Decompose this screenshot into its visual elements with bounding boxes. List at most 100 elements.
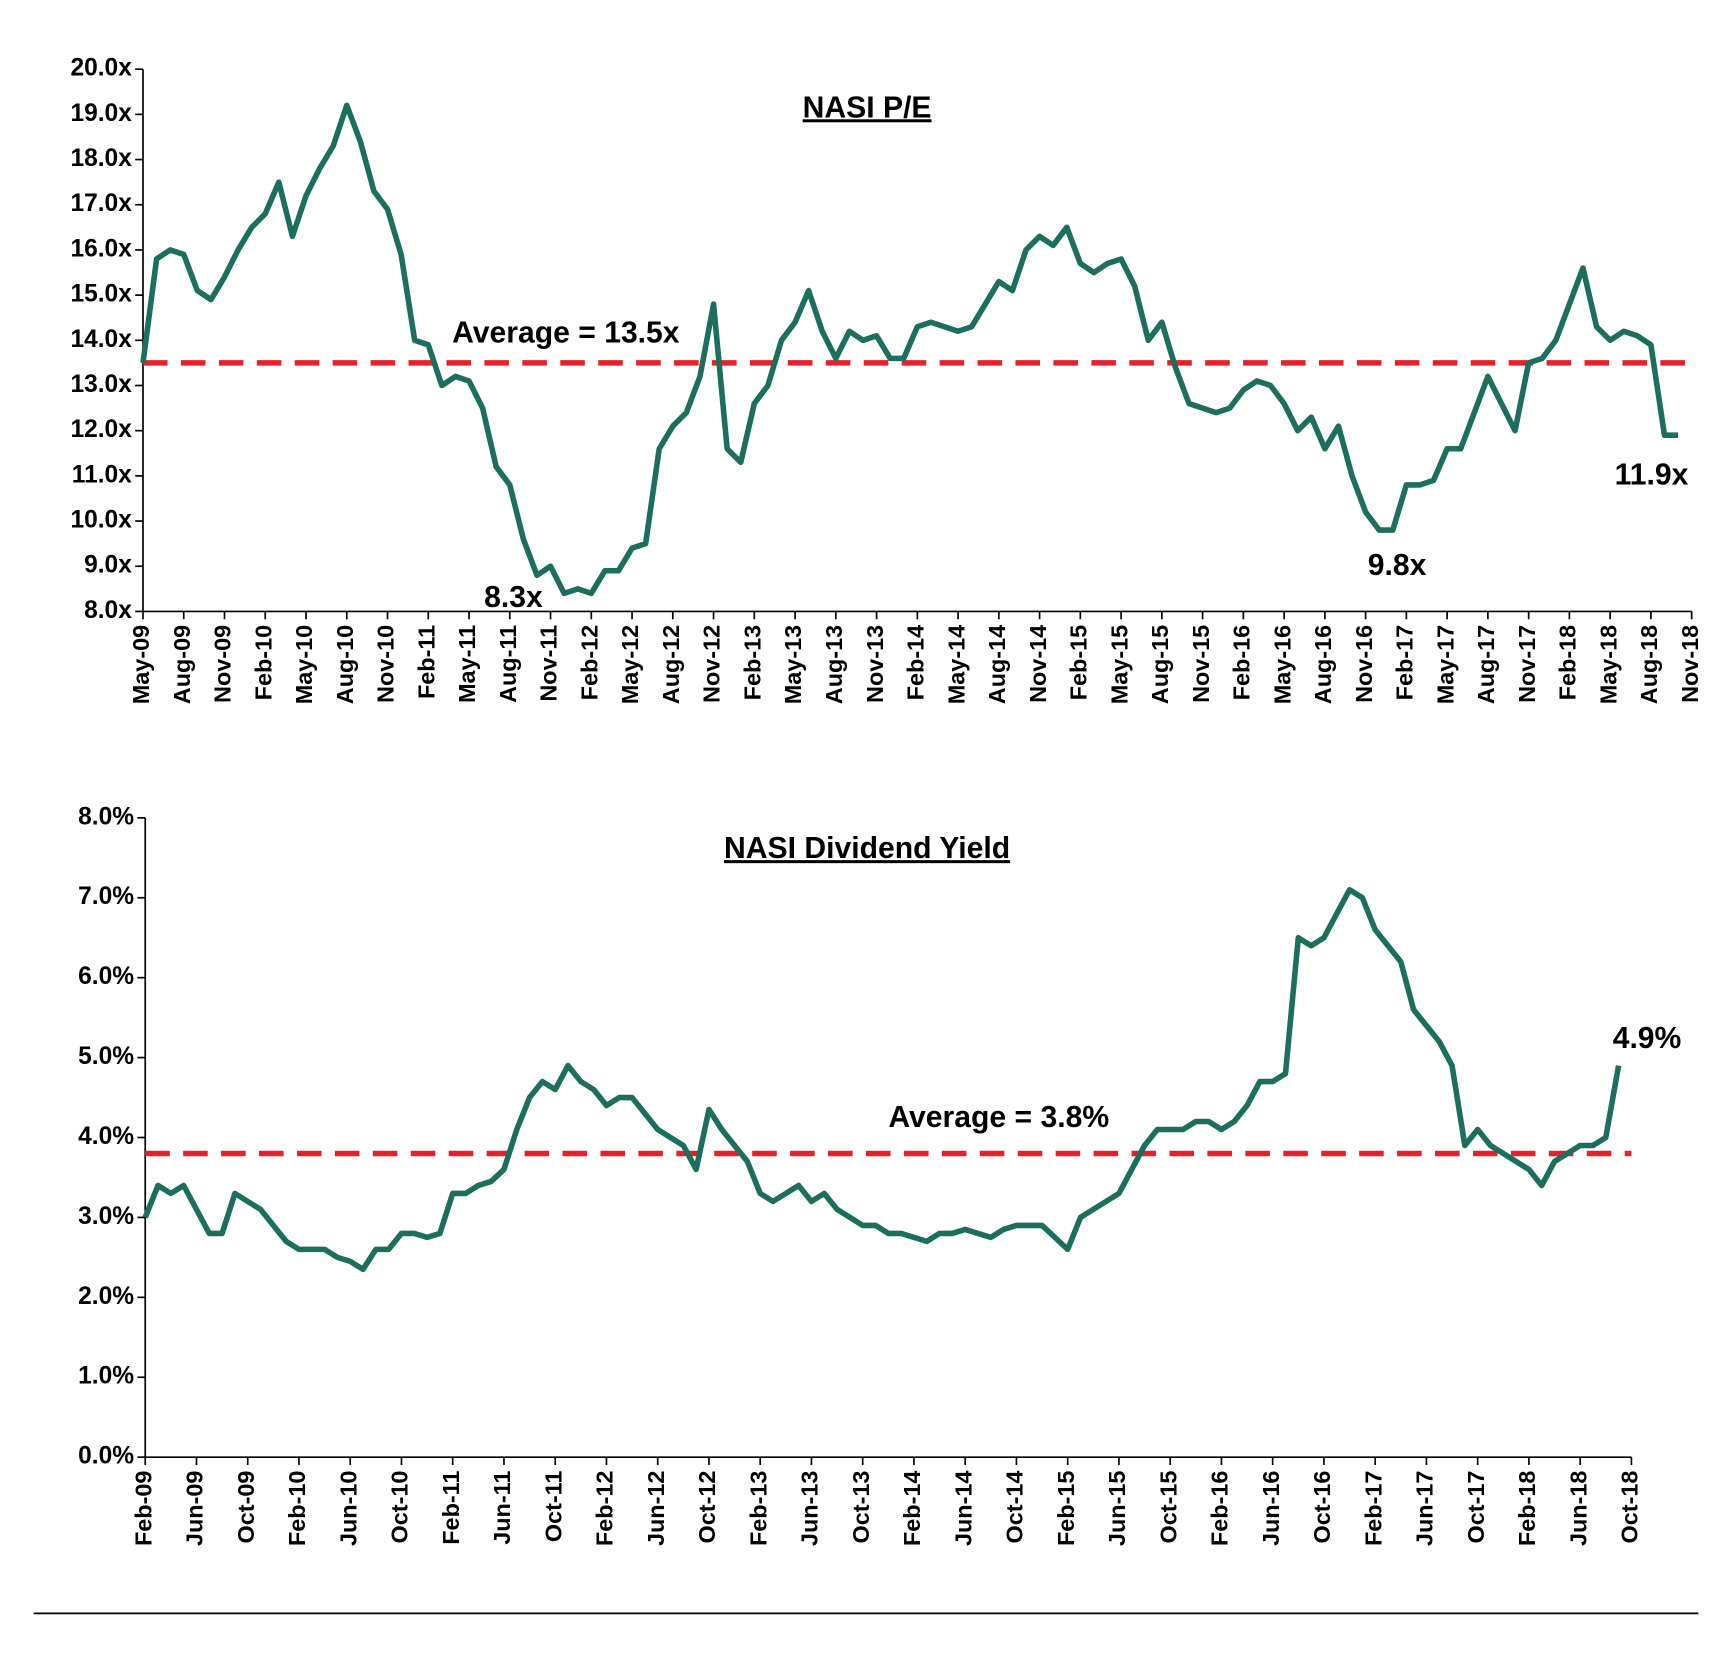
- y-tick-label: 1.0%: [78, 1363, 134, 1390]
- x-tick-label: Aug-11: [495, 625, 521, 703]
- x-tick-label: Feb-12: [592, 1471, 618, 1547]
- y-tick-label: 16.0x: [70, 235, 132, 262]
- x-tick-label: Feb-14: [899, 1471, 925, 1547]
- x-tick-label: May-09: [128, 625, 154, 704]
- y-tick-label: 6.0%: [78, 963, 134, 990]
- x-tick-label: Aug-16: [1310, 625, 1336, 704]
- x-tick-label: Nov-17: [1514, 625, 1540, 703]
- x-tick-label: Aug-14: [984, 625, 1010, 704]
- x-tick-label: Nov-13: [862, 625, 888, 703]
- x-tick-label: Nov-09: [210, 625, 236, 703]
- x-tick-label: Feb-12: [576, 625, 602, 701]
- y-tick-label: 7.0%: [78, 883, 134, 910]
- x-tick-label: Jun-14: [950, 1471, 976, 1547]
- y-tick-label: 4.0%: [78, 1123, 134, 1150]
- x-tick-label: Aug-13: [821, 625, 847, 704]
- x-tick-label: Oct-09: [233, 1471, 259, 1544]
- y-tick-label: 15.0x: [70, 281, 132, 308]
- annotation: 4.9%: [1613, 1022, 1682, 1055]
- average-label: Average = 13.5x: [452, 317, 680, 350]
- x-tick-label: Oct-14: [1002, 1471, 1028, 1544]
- annotation: 9.8x: [1368, 549, 1427, 582]
- y-tick-label: 9.0x: [84, 552, 132, 579]
- x-tick-label: Oct-15: [1155, 1471, 1181, 1544]
- x-tick-label: Aug-10: [332, 625, 358, 704]
- x-tick-label: Nov-15: [1188, 625, 1214, 703]
- y-tick-label: 0.0%: [78, 1443, 134, 1470]
- x-tick-label: Feb-13: [745, 1471, 771, 1547]
- y-tick-label: 3.0%: [78, 1203, 134, 1230]
- data-line: [140, 102, 1679, 597]
- chart-title: NASI P/E: [803, 91, 932, 124]
- x-tick-label: Aug-15: [1147, 625, 1173, 704]
- data-line: [142, 886, 1622, 1273]
- x-tick-label: Feb-17: [1360, 1471, 1386, 1547]
- x-tick-label: May-12: [617, 625, 643, 704]
- y-tick-label: 14.0x: [70, 326, 132, 353]
- y-tick-label: 8.0x: [84, 597, 132, 624]
- y-tick-label: 12.0x: [70, 416, 132, 443]
- x-tick-label: Aug-18: [1636, 625, 1662, 704]
- annotation: 8.3x: [484, 581, 543, 614]
- x-tick-label: Nov-16: [1351, 625, 1377, 703]
- average-label: Average = 3.8%: [888, 1101, 1109, 1134]
- x-tick-label: Feb-18: [1514, 1471, 1540, 1547]
- x-tick-label: Jun-13: [797, 1471, 823, 1547]
- x-tick-label: Feb-13: [739, 625, 765, 701]
- x-tick-label: May-15: [1106, 625, 1132, 704]
- x-tick-label: Feb-11: [438, 1471, 464, 1545]
- y-tick-label: 10.0x: [70, 507, 132, 534]
- x-tick-label: Feb-11: [413, 625, 439, 699]
- x-tick-label: Jun-18: [1565, 1471, 1591, 1547]
- x-tick-label: Aug-17: [1473, 625, 1499, 704]
- x-tick-label: Feb-10: [250, 625, 276, 701]
- x-tick-label: Oct-17: [1463, 1471, 1489, 1544]
- y-tick-label: 5.0%: [78, 1043, 134, 1070]
- x-tick-label: Oct-16: [1309, 1471, 1335, 1544]
- x-tick-label: May-17: [1432, 625, 1458, 704]
- x-tick-label: Feb-14: [903, 625, 929, 701]
- x-tick-label: Oct-13: [848, 1471, 874, 1544]
- y-tick-label: 19.0x: [70, 100, 132, 127]
- x-tick-label: Oct-18: [1617, 1471, 1643, 1544]
- x-tick-label: Nov-12: [699, 625, 725, 703]
- x-tick-label: Jun-15: [1104, 1471, 1130, 1547]
- y-tick-label: 20.0x: [70, 55, 132, 82]
- x-tick-label: May-16: [1269, 625, 1295, 704]
- y-tick-label: 2.0%: [78, 1283, 134, 1310]
- x-tick-label: Aug-09: [169, 625, 195, 704]
- x-tick-label: Oct-10: [387, 1471, 413, 1544]
- x-tick-label: Feb-18: [1555, 625, 1581, 701]
- y-tick-label: 13.0x: [70, 371, 132, 398]
- x-tick-label: May-18: [1595, 625, 1621, 704]
- y-tick-label: 17.0x: [70, 190, 132, 217]
- x-tick-label: Feb-15: [1053, 1471, 1079, 1547]
- x-tick-label: Feb-09: [130, 1471, 156, 1547]
- x-tick-label: Jun-09: [182, 1471, 208, 1547]
- x-tick-label: Feb-16: [1207, 1471, 1233, 1547]
- x-tick-label: Jun-17: [1412, 1471, 1438, 1547]
- x-tick-label: May-10: [291, 625, 317, 704]
- y-tick-label: 8.0%: [78, 803, 134, 830]
- x-tick-label: Feb-17: [1392, 625, 1418, 701]
- x-tick-label: Feb-16: [1229, 625, 1255, 701]
- x-tick-label: Jun-12: [643, 1471, 669, 1547]
- chart-title: NASI Dividend Yield: [724, 832, 1010, 865]
- x-tick-label: Nov-14: [1025, 625, 1051, 703]
- y-tick-label: 18.0x: [70, 145, 132, 172]
- annotation: 11.9x: [1615, 458, 1689, 491]
- x-tick-label: Oct-11: [540, 1471, 566, 1543]
- x-tick-label: Oct-12: [694, 1471, 720, 1544]
- y-tick-label: 11.0x: [72, 461, 132, 488]
- x-tick-label: Jun-16: [1258, 1471, 1284, 1547]
- x-tick-label: Feb-15: [1066, 625, 1092, 701]
- x-tick-label: Jun-10: [335, 1471, 361, 1547]
- x-tick-label: May-11: [454, 625, 480, 703]
- x-tick-label: Feb-10: [284, 1471, 310, 1547]
- x-tick-label: Jun-11: [489, 1471, 515, 1545]
- x-tick-label: Nov-18: [1677, 625, 1703, 703]
- x-tick-label: Nov-10: [373, 625, 399, 703]
- x-tick-label: May-13: [780, 625, 806, 704]
- x-tick-label: Aug-12: [658, 625, 684, 704]
